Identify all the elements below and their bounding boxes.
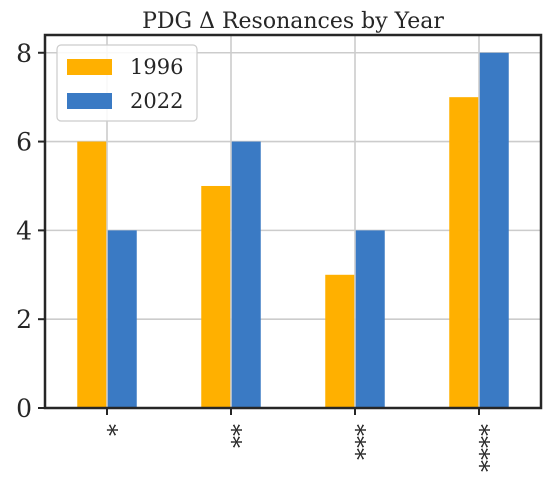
- bar-1996-4: [449, 97, 479, 409]
- x-tick-label: **: [218, 424, 246, 448]
- y-tick-label: 6: [16, 128, 32, 157]
- y-tick-label: 0: [16, 394, 32, 423]
- legend-label-2022: 2022: [130, 89, 183, 113]
- bar-1996-3: [325, 274, 355, 408]
- chart-title: PDG Δ Resonances by Year: [142, 9, 444, 34]
- legend-label-1996: 1996: [130, 55, 183, 79]
- x-tick-label: ****: [466, 424, 494, 472]
- bar-1996-1: [77, 141, 107, 409]
- bar-2022-2: [231, 141, 261, 409]
- bar-1996-2: [201, 185, 231, 408]
- bar-2022-3: [355, 230, 385, 408]
- y-tick-label: 2: [16, 305, 32, 334]
- x-tick-label: ***: [342, 424, 370, 460]
- legend-swatch-2022: [67, 93, 112, 109]
- legend-swatch-1996: [67, 59, 112, 75]
- x-tick-label: *: [94, 424, 122, 436]
- bar-2022-4: [479, 52, 509, 409]
- bars: [77, 52, 509, 409]
- legend: 1996 2022: [56, 44, 198, 122]
- bar-2022-1: [107, 230, 137, 408]
- plot-frame: [43, 33, 543, 410]
- y-tick-label: 4: [16, 216, 32, 245]
- y-tick-label: 8: [16, 39, 32, 68]
